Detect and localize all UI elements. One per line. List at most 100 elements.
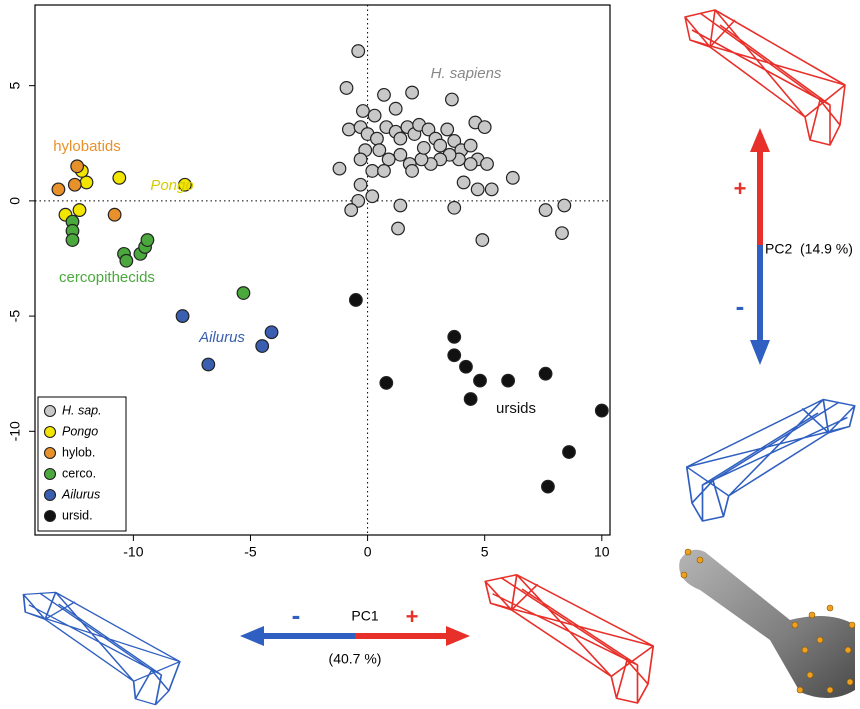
- legend-label: cerco.: [62, 466, 96, 480]
- point: [542, 480, 555, 493]
- point: [73, 204, 86, 217]
- point: [66, 234, 79, 247]
- point: [120, 254, 133, 267]
- point: [596, 404, 609, 417]
- pc1-arrow: [240, 626, 470, 646]
- point: [556, 227, 569, 240]
- point: [71, 160, 84, 173]
- point: [378, 165, 391, 178]
- figure: + - PC2 (14.9 %) PC1 (40.7 %) - + -10-50…: [0, 0, 860, 709]
- x-tick-label: 0: [364, 544, 372, 560]
- cluster-label: hylobatids: [53, 138, 121, 155]
- pc2-plus: +: [734, 176, 747, 201]
- cluster-label: cercopithecids: [59, 269, 155, 286]
- legend-swatch: [45, 427, 56, 438]
- point: [507, 172, 520, 185]
- cluster-label: H. sapiens: [431, 65, 502, 82]
- legend-label: ursid.: [62, 508, 93, 522]
- point: [392, 222, 405, 235]
- point: [448, 331, 461, 344]
- point: [354, 153, 367, 166]
- point: [417, 142, 430, 155]
- legend-label: hylob.: [62, 445, 95, 459]
- pc2-label: PC2: [765, 241, 792, 257]
- x-tick-label: -5: [244, 544, 257, 560]
- point: [202, 358, 215, 371]
- point: [80, 176, 93, 189]
- point: [464, 393, 477, 406]
- point: [446, 93, 459, 106]
- pc2-negative-shape: [687, 400, 855, 522]
- legend-swatch: [45, 469, 56, 480]
- point: [563, 446, 576, 459]
- point: [539, 367, 552, 380]
- cluster-label: Pongo: [150, 177, 193, 194]
- point: [460, 360, 473, 373]
- point: [141, 234, 154, 247]
- pc1-minus: -: [292, 600, 301, 630]
- point: [389, 102, 402, 115]
- point: [415, 153, 428, 166]
- cluster-label: Ailurus: [198, 329, 245, 346]
- y-tick-label: -5: [7, 310, 23, 323]
- point: [481, 158, 494, 171]
- bone-render: [679, 549, 855, 698]
- y-tick-label: 0: [7, 197, 23, 205]
- point: [434, 139, 447, 152]
- legend-swatch: [45, 511, 56, 522]
- point: [464, 158, 477, 171]
- point: [485, 183, 498, 196]
- point: [354, 178, 367, 191]
- point: [256, 340, 269, 353]
- point: [352, 45, 365, 58]
- x-tick-label: 10: [594, 544, 610, 560]
- pc1-negative-shape: [5, 589, 191, 706]
- point: [394, 199, 407, 212]
- point: [558, 199, 571, 212]
- cluster-label: ursids: [496, 400, 536, 417]
- point: [539, 204, 552, 217]
- point: [366, 165, 379, 178]
- point: [378, 89, 391, 102]
- y-tick-label: 5: [7, 82, 23, 90]
- point: [113, 172, 126, 185]
- point: [457, 176, 470, 189]
- point: [474, 374, 487, 387]
- point: [373, 144, 386, 157]
- point: [448, 201, 461, 214]
- x-tick-label: -10: [123, 544, 143, 560]
- point: [176, 310, 189, 323]
- legend-label: H. sap.: [62, 403, 102, 417]
- point: [441, 123, 454, 136]
- legend-label: Pongo: [62, 424, 98, 438]
- point: [237, 287, 250, 300]
- pc2-variance: (14.9 %): [800, 241, 853, 257]
- point: [406, 86, 419, 99]
- point: [406, 165, 419, 178]
- point: [357, 105, 370, 118]
- point: [502, 374, 515, 387]
- point: [345, 204, 358, 217]
- point: [108, 208, 121, 221]
- point: [394, 148, 407, 161]
- point: [265, 326, 278, 339]
- legend-swatch: [45, 406, 56, 417]
- point: [366, 190, 379, 203]
- pc1-plus: +: [406, 604, 419, 629]
- point: [380, 377, 393, 390]
- point: [343, 123, 356, 136]
- pc2-minus: -: [736, 291, 745, 321]
- point: [333, 162, 346, 175]
- point: [69, 178, 82, 191]
- point: [368, 109, 381, 122]
- point: [471, 183, 484, 196]
- point: [371, 132, 384, 145]
- y-tick-label: -10: [7, 421, 23, 441]
- point: [52, 183, 65, 196]
- point: [382, 153, 395, 166]
- legend-swatch: [45, 448, 56, 459]
- point: [394, 132, 407, 145]
- pc1-positive-shape: [485, 575, 653, 703]
- point: [448, 349, 461, 362]
